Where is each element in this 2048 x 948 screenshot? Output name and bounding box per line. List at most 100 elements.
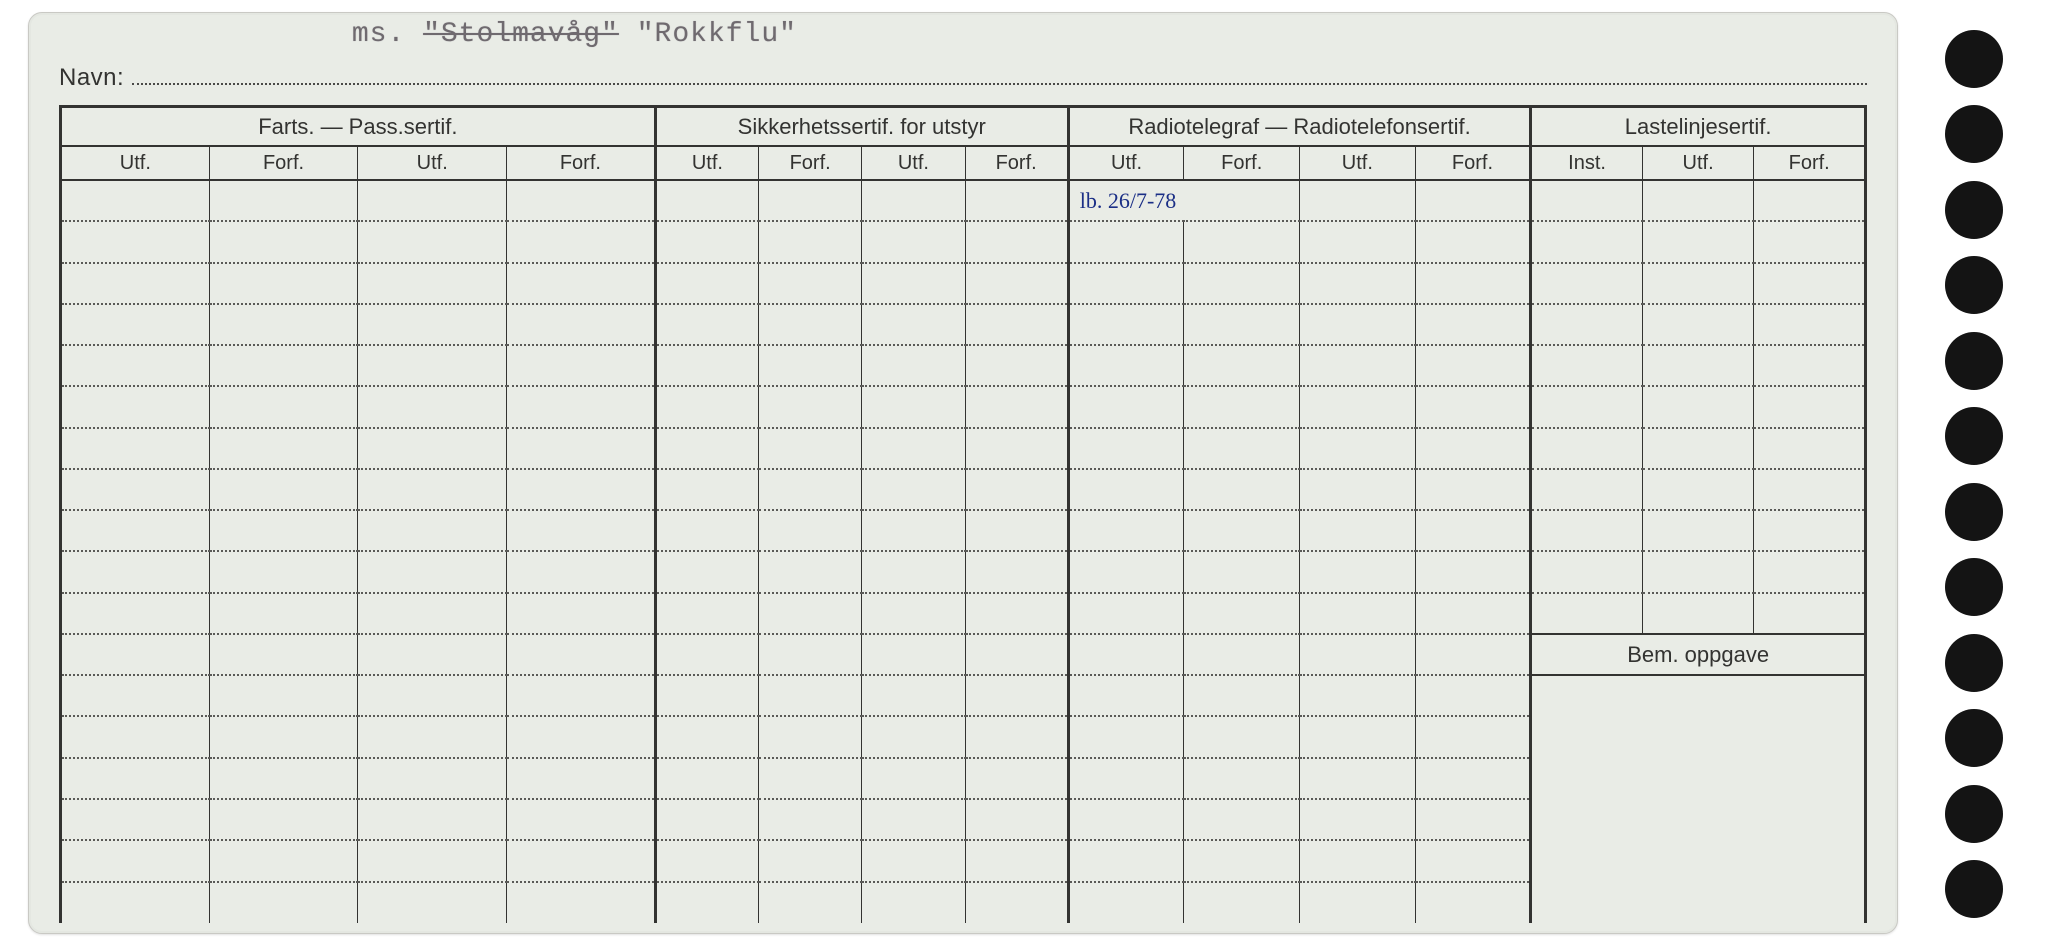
cell: [1415, 758, 1531, 799]
cell: [965, 593, 1068, 634]
cell: [1300, 428, 1416, 469]
cell: [1415, 716, 1531, 757]
cell: [507, 840, 656, 881]
cell: [61, 758, 210, 799]
cell: [358, 304, 507, 345]
cell: [1754, 180, 1866, 221]
cell: [1531, 593, 1643, 634]
cell: [862, 551, 965, 592]
cell: [61, 180, 210, 221]
binder-hole: [1945, 332, 2003, 390]
cell: [1415, 469, 1531, 510]
cell: [1642, 221, 1754, 262]
cell: [759, 634, 862, 675]
cell: [358, 263, 507, 304]
cell: [1068, 675, 1184, 716]
col-rad-forf2: Forf.: [1415, 146, 1531, 180]
cell: [965, 840, 1068, 881]
cell: [209, 799, 358, 840]
cell: [862, 180, 965, 221]
cell: [61, 675, 210, 716]
cell: [209, 304, 358, 345]
cell: [655, 840, 758, 881]
cell: [1068, 758, 1184, 799]
cell: [655, 304, 758, 345]
cell: [655, 263, 758, 304]
col-rad-forf1: Forf.: [1184, 146, 1300, 180]
cell: [61, 428, 210, 469]
cell: [655, 386, 758, 427]
cell: [655, 882, 758, 923]
cell: [209, 345, 358, 386]
table-row: [61, 551, 1866, 592]
cell: [61, 221, 210, 262]
navn-typed-value: ms. "Stolmavåg" "Rokkflu": [138, 12, 797, 81]
table-row: [61, 593, 1866, 634]
cell: [358, 799, 507, 840]
cell: [862, 304, 965, 345]
cell: [1531, 263, 1643, 304]
col-farts-forf2: Forf.: [507, 146, 656, 180]
page-root: Navn: ms. "Stolmavåg" "Rokkflu": [0, 0, 2048, 948]
cell: [1300, 221, 1416, 262]
cell: [1184, 716, 1300, 757]
cell: [759, 510, 862, 551]
cell: [655, 221, 758, 262]
cell: [965, 675, 1068, 716]
cell: [655, 345, 758, 386]
cell: [209, 634, 358, 675]
cell: [61, 716, 210, 757]
cell: [358, 840, 507, 881]
cell: [1415, 593, 1531, 634]
cell: [1754, 221, 1866, 262]
cell: [1184, 386, 1300, 427]
cell: [862, 758, 965, 799]
cell: [1300, 551, 1416, 592]
cell: [209, 716, 358, 757]
binder-hole: [1945, 256, 2003, 314]
group-header-laste: Lastelinjesertif.: [1531, 108, 1866, 146]
cell: [209, 428, 358, 469]
cell: [61, 799, 210, 840]
cell: [507, 428, 656, 469]
cell: [1415, 386, 1531, 427]
cell: [1184, 263, 1300, 304]
cell: [655, 551, 758, 592]
col-sik-utf2: Utf.: [862, 146, 965, 180]
group-header-farts: Farts. — Pass.sertif.: [61, 108, 656, 146]
cell: [358, 428, 507, 469]
cell: [862, 510, 965, 551]
cell: [1754, 551, 1866, 592]
cell: [1415, 221, 1531, 262]
cell: [862, 386, 965, 427]
cell: [1642, 180, 1754, 221]
cell: [1754, 469, 1866, 510]
cell: [1415, 345, 1531, 386]
cell: [358, 221, 507, 262]
table-row: [61, 221, 1866, 262]
cell: [965, 799, 1068, 840]
cell: [965, 221, 1068, 262]
cell: [209, 882, 358, 923]
cell: [759, 593, 862, 634]
table-row: [61, 428, 1866, 469]
cell: [209, 221, 358, 262]
thead: Farts. — Pass.sertif. Sikkerhetssertif. …: [61, 108, 1866, 180]
cell: [209, 551, 358, 592]
cell: [759, 345, 862, 386]
cell: [759, 675, 862, 716]
cell: [1754, 263, 1866, 304]
cell: [1068, 634, 1184, 675]
cell: [507, 758, 656, 799]
col-sik-forf1: Forf.: [759, 146, 862, 180]
cell: [862, 221, 965, 262]
group-header-row: Farts. — Pass.sertif. Sikkerhetssertif. …: [61, 108, 1866, 146]
cell: [862, 799, 965, 840]
cell: [209, 840, 358, 881]
cell: [358, 180, 507, 221]
cell: [1300, 304, 1416, 345]
cell: [209, 593, 358, 634]
cell: [358, 758, 507, 799]
cell: [358, 345, 507, 386]
cell: [965, 882, 1068, 923]
